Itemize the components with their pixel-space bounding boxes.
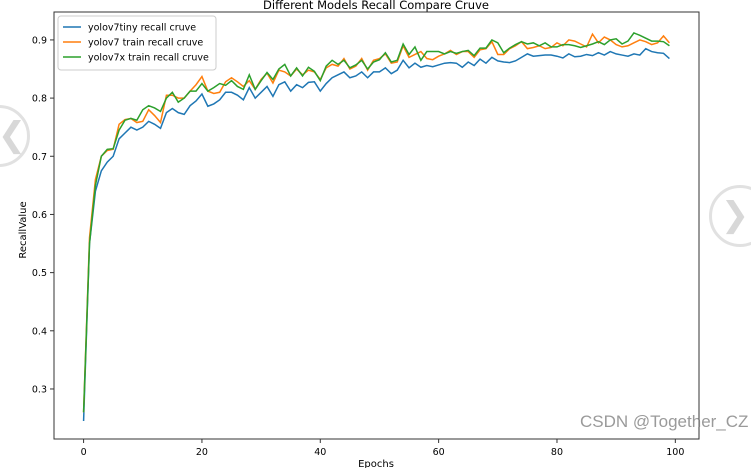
y-tick-label: 0.8 bbox=[32, 94, 47, 105]
x-tick-label: 60 bbox=[433, 447, 445, 458]
series-line-0 bbox=[82, 47, 670, 421]
x-tick-label: 80 bbox=[551, 447, 563, 458]
y-axis-label: RecallValue bbox=[18, 201, 29, 258]
legend-box bbox=[57, 15, 217, 71]
y-tick-label: 0.5 bbox=[32, 268, 47, 279]
x-tick-label: 40 bbox=[314, 447, 326, 458]
watermark: CSDN @Together_CZ bbox=[580, 412, 749, 431]
next-image-button[interactable]: ❯ bbox=[709, 185, 751, 247]
chart-title: Different Models Recall Compare Cruve bbox=[263, 0, 489, 12]
series-line-2 bbox=[82, 32, 670, 413]
y-tick-label: 0.4 bbox=[32, 326, 47, 337]
x-axis-label: Epochs bbox=[358, 459, 394, 468]
y-tick-label: 0.3 bbox=[32, 384, 47, 395]
legend-label: yolov7tiny recall cruve bbox=[88, 23, 196, 34]
legend-label: yolov7 train recall cruve bbox=[88, 38, 203, 49]
x-tick-label: 20 bbox=[196, 447, 208, 458]
series-line-1 bbox=[82, 32, 670, 413]
y-tick-label: 0.6 bbox=[32, 210, 47, 221]
legend-label: yolov7x train recall cruve bbox=[88, 53, 209, 64]
x-tick-label: 100 bbox=[666, 447, 684, 458]
x-tick-label: 0 bbox=[81, 447, 87, 458]
plot-frame bbox=[53, 11, 700, 440]
chevron-left-icon: ❮ bbox=[0, 115, 27, 155]
y-tick-label: 0.7 bbox=[32, 152, 47, 163]
y-tick-label: 0.9 bbox=[32, 35, 47, 46]
chevron-right-icon: ❯ bbox=[720, 195, 750, 235]
